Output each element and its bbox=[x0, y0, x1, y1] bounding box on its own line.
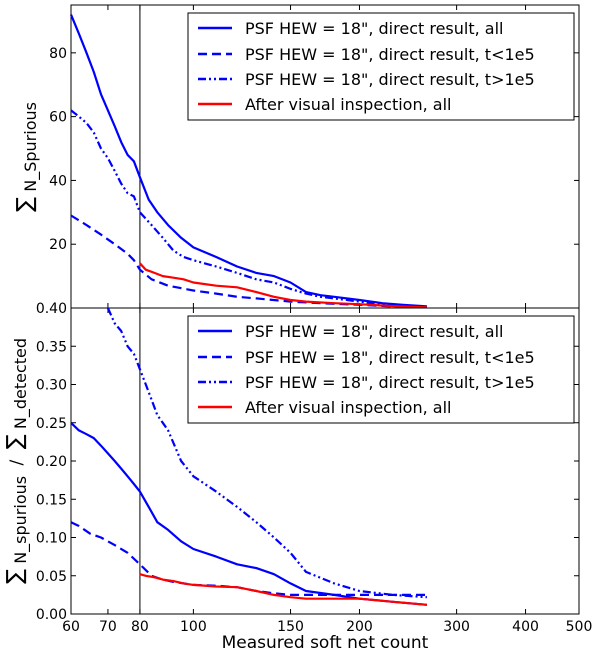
bottom-legend: PSF HEW = 18", direct result, all PSF HE… bbox=[187, 315, 575, 424]
top-legend: PSF HEW = 18", direct result, all PSF HE… bbox=[187, 12, 575, 121]
bottom-legend-label-all: PSF HEW = 18", direct result, all bbox=[245, 322, 503, 341]
top-series-line-2 bbox=[70, 109, 427, 308]
bottom-y-axis-sub2: N_detected bbox=[11, 338, 31, 429]
bottom-y-axis-sum2: ∑ bbox=[3, 434, 28, 449]
x-tick-label: 100 bbox=[180, 619, 207, 635]
y-tick-label: 20 bbox=[49, 237, 67, 253]
top-panel: 20 40 60 80 ∑ N_Spurious PSF HEW = 18", dir… bbox=[13, 4, 580, 309]
bottom-series-line-3 bbox=[139, 573, 427, 606]
top-legend-label-visual: After visual inspection, all bbox=[245, 95, 451, 114]
bottom-panel: 0.00 0.05 0.10 0.15 0.20 0.25 0.30 0.35 0.40 60 70… bbox=[3, 301, 592, 652]
bottom-y-axis-slash: / bbox=[7, 460, 27, 466]
bottom-series-line-0 bbox=[70, 422, 427, 606]
top-series-line-0 bbox=[69, 14, 427, 308]
bottom-legend-box bbox=[187, 315, 575, 424]
y-tick-label: 60 bbox=[49, 110, 67, 126]
y-tick-label: 0.00 bbox=[36, 607, 67, 623]
y-tick-label: 0.30 bbox=[36, 378, 67, 394]
top-legend-label-t-low: PSF HEW = 18", direct result, t<1e5 bbox=[245, 45, 535, 64]
x-tick-label: 60 bbox=[62, 619, 80, 635]
top-y-axis-sub: N_Spurious bbox=[21, 102, 41, 192]
x-tick-label: 300 bbox=[443, 619, 470, 635]
svg-text:∑ N_spurious /: ∑ N_spurious / ∑ N_detected bbox=[3, 338, 31, 584]
bottom-legend-label-t-high: PSF HEW = 18", direct result, t>1e5 bbox=[245, 373, 535, 392]
bottom-legend-label-visual: After visual inspection, all bbox=[245, 398, 451, 417]
x-tick-label: 70 bbox=[99, 619, 117, 635]
x-tick-label: 150 bbox=[277, 619, 304, 635]
bottom-y-axis-title: ∑ N_spurious / ∑ N_detected bbox=[3, 338, 31, 584]
bottom-legend-label-t-low: PSF HEW = 18", direct result, t<1e5 bbox=[245, 348, 535, 367]
x-axis-title: Measured soft net count bbox=[222, 633, 429, 652]
y-tick-label: 0.40 bbox=[36, 301, 67, 317]
y-tick-label: 0.05 bbox=[36, 569, 67, 585]
top-series-group bbox=[69, 14, 427, 309]
bottom-y-axis-sum1: ∑ bbox=[3, 569, 28, 584]
y-tick-label: 0.35 bbox=[36, 339, 67, 355]
x-tick-label: 200 bbox=[346, 619, 373, 635]
x-tick-label: 400 bbox=[512, 619, 539, 635]
bottom-series-line-1 bbox=[70, 521, 427, 597]
top-series-line-3 bbox=[139, 262, 427, 309]
y-tick-label: 0.15 bbox=[36, 492, 67, 508]
top-y-axis-title: ∑ N_Spurious bbox=[13, 102, 41, 212]
svg-text:∑ N_Spurious: ∑ N_Spurious bbox=[13, 102, 41, 212]
y-tick-label: 0.25 bbox=[36, 416, 67, 432]
y-tick-label: 0.10 bbox=[36, 531, 67, 547]
bottom-y-axis-sub1: N_spurious bbox=[11, 476, 31, 564]
y-tick-label: 40 bbox=[49, 173, 67, 189]
x-tick-label: 80 bbox=[131, 619, 149, 635]
bottom-axis-ticks: 0.00 0.05 0.10 0.15 0.20 0.25 0.30 0.35 0.40 60 70… bbox=[36, 301, 593, 635]
top-y-axis-sum: ∑ bbox=[13, 197, 38, 212]
y-tick-label: 0.20 bbox=[36, 454, 67, 470]
y-tick-label: 80 bbox=[49, 46, 67, 62]
top-legend-label-all: PSF HEW = 18", direct result, all bbox=[245, 19, 503, 38]
top-legend-box bbox=[187, 12, 575, 121]
bottom-series-line-2 bbox=[106, 307, 427, 599]
x-tick-label: 500 bbox=[566, 619, 593, 635]
top-legend-label-t-high: PSF HEW = 18", direct result, t>1e5 bbox=[245, 70, 535, 89]
top-y-ticks: 20 40 60 80 bbox=[49, 5, 580, 308]
bottom-series-group bbox=[70, 307, 427, 606]
